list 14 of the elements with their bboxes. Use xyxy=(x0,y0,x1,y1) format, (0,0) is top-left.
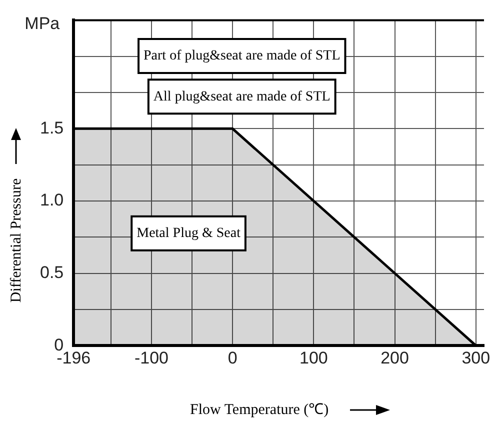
y-axis-title: Differential Pressure xyxy=(8,177,26,305)
x-tick-label: 100 xyxy=(300,348,328,368)
x-tick-label: 200 xyxy=(380,348,409,368)
x-axis-title: Flow Temperature (℃) xyxy=(190,401,329,419)
x-tick-label: 300 xyxy=(462,348,490,368)
y-tick-label: 1.0 xyxy=(40,190,64,210)
text: MPa xyxy=(24,14,60,33)
annotation: Metal Plug & Seat xyxy=(136,226,241,242)
x-tick-label: 0 xyxy=(228,348,238,368)
annotation: Part of plug&seat are made of STL xyxy=(144,48,340,64)
x-tick-label: -100 xyxy=(134,348,169,368)
y-tick-label: 1.5 xyxy=(40,118,64,138)
y-tick-label: 0.5 xyxy=(40,262,64,282)
annotation: All plug&seat are made of STL xyxy=(153,89,330,104)
